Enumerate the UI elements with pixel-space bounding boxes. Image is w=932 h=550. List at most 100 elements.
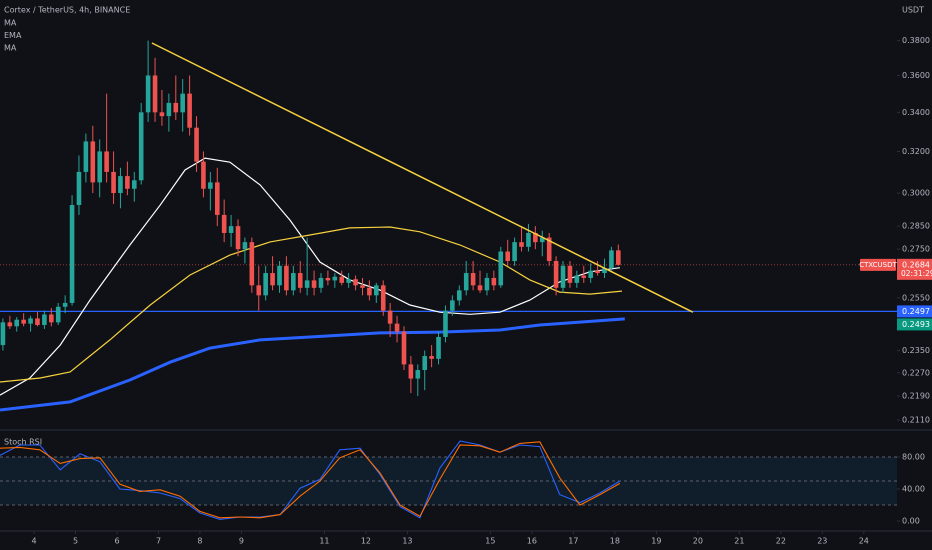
overlay-line (0, 157, 620, 396)
candle-body (401, 331, 407, 365)
x-tick-label: 18 (610, 537, 620, 546)
candle-body (221, 214, 227, 233)
candle-body (49, 314, 54, 323)
candle-body (353, 279, 358, 286)
candle-body (505, 251, 511, 261)
candle-body (180, 93, 185, 113)
y-tick-label: 0.3000 (902, 189, 930, 198)
candle-body (346, 279, 351, 283)
x-tick-label: 24 (859, 537, 869, 546)
candle-body (602, 268, 607, 274)
y-tick-label: 0.3600 (902, 71, 930, 80)
candle-body (477, 285, 483, 291)
x-tick-label: 22 (776, 537, 786, 546)
y-tick-label: 0.3800 (902, 36, 930, 45)
candle-body (574, 275, 580, 283)
candle-body (567, 265, 573, 283)
price-tag-label: 0.2493 (902, 320, 930, 329)
candle-body (297, 273, 303, 288)
candle-body (533, 232, 538, 243)
x-tick-label: 16 (527, 537, 537, 546)
candle-body (125, 176, 130, 189)
countdown-label: 02:31:29 (901, 269, 932, 278)
stoch-y-tick-label: 0.00 (902, 517, 920, 526)
candle-body (546, 237, 552, 261)
candle-body (484, 277, 490, 291)
candle-body (422, 356, 428, 371)
last-price-tag (897, 258, 932, 280)
y-tick-label: 0.2850 (902, 222, 930, 231)
x-tick-label: 11 (319, 537, 329, 546)
y-tick-label: 0.3200 (902, 147, 930, 156)
candle-body (111, 171, 116, 194)
last-price-label: 0.2684 (902, 260, 930, 269)
trendline (151, 42, 694, 313)
candle-body (83, 141, 89, 172)
candle-body (277, 265, 282, 286)
candle-body (35, 318, 40, 325)
candle-body (339, 276, 345, 283)
candle-body (360, 285, 365, 288)
legend-entry: MA (4, 19, 17, 28)
candle-body (0, 322, 6, 346)
main-pane (0, 40, 897, 412)
candle-body (90, 141, 96, 183)
x-tick-label: 21 (734, 537, 744, 546)
candle-body (284, 265, 289, 291)
candle-body (145, 75, 151, 113)
candle-body (394, 323, 400, 332)
x-tick-label: 15 (485, 537, 495, 546)
candle-body (387, 310, 393, 324)
overlay-line (0, 226, 622, 383)
stoch-title: Stoch RSI (4, 438, 42, 447)
candle-body (609, 250, 614, 269)
candle-body (249, 242, 255, 286)
candle-body (138, 112, 144, 181)
legend-entry: EMA (4, 31, 22, 40)
x-tick-label: 23 (817, 537, 827, 546)
x-tick-label: 8 (197, 537, 202, 546)
candle-body (159, 112, 165, 117)
candle-body (491, 277, 497, 286)
candle-body (187, 93, 192, 128)
candle-body (519, 242, 524, 247)
candle-body (456, 290, 462, 301)
candle-body (526, 232, 531, 247)
candle-body (132, 180, 137, 189)
x-tick-label: 6 (114, 537, 119, 546)
stoch-pane (0, 440, 897, 520)
candle-body (104, 151, 109, 172)
stoch-y-tick-label: 80.00 (902, 453, 925, 462)
candle-body (436, 336, 441, 359)
price-tag (897, 318, 932, 331)
candle-body (429, 356, 434, 359)
stoch-line (0, 441, 621, 519)
candle-body (553, 260, 559, 288)
candle-body (69, 204, 75, 303)
candle-body (228, 226, 234, 233)
candle-body (173, 102, 179, 113)
hline-label: 0.2497 (902, 307, 930, 316)
x-tick-label: 19 (651, 537, 661, 546)
x-tick-label: 17 (568, 537, 578, 546)
x-tick-label: 4 (31, 537, 36, 546)
x-tick-label: 5 (73, 537, 78, 546)
candle-body (443, 310, 448, 337)
candle-body (470, 273, 476, 286)
candle-body (539, 237, 545, 243)
candle-body (42, 314, 47, 325)
overlay-line (0, 317, 625, 412)
candle-body (214, 182, 220, 215)
x-tick-label: 12 (361, 537, 371, 546)
candle-body (588, 270, 593, 278)
candle-body (256, 285, 262, 296)
candle-body (152, 75, 158, 113)
candle-body (263, 273, 268, 296)
candle-body (581, 275, 587, 278)
candle-body (14, 319, 20, 327)
candle-body (166, 102, 172, 117)
y-tick-label: 0.2190 (902, 392, 930, 401)
candle-body (62, 302, 68, 307)
candle-body (235, 226, 241, 250)
